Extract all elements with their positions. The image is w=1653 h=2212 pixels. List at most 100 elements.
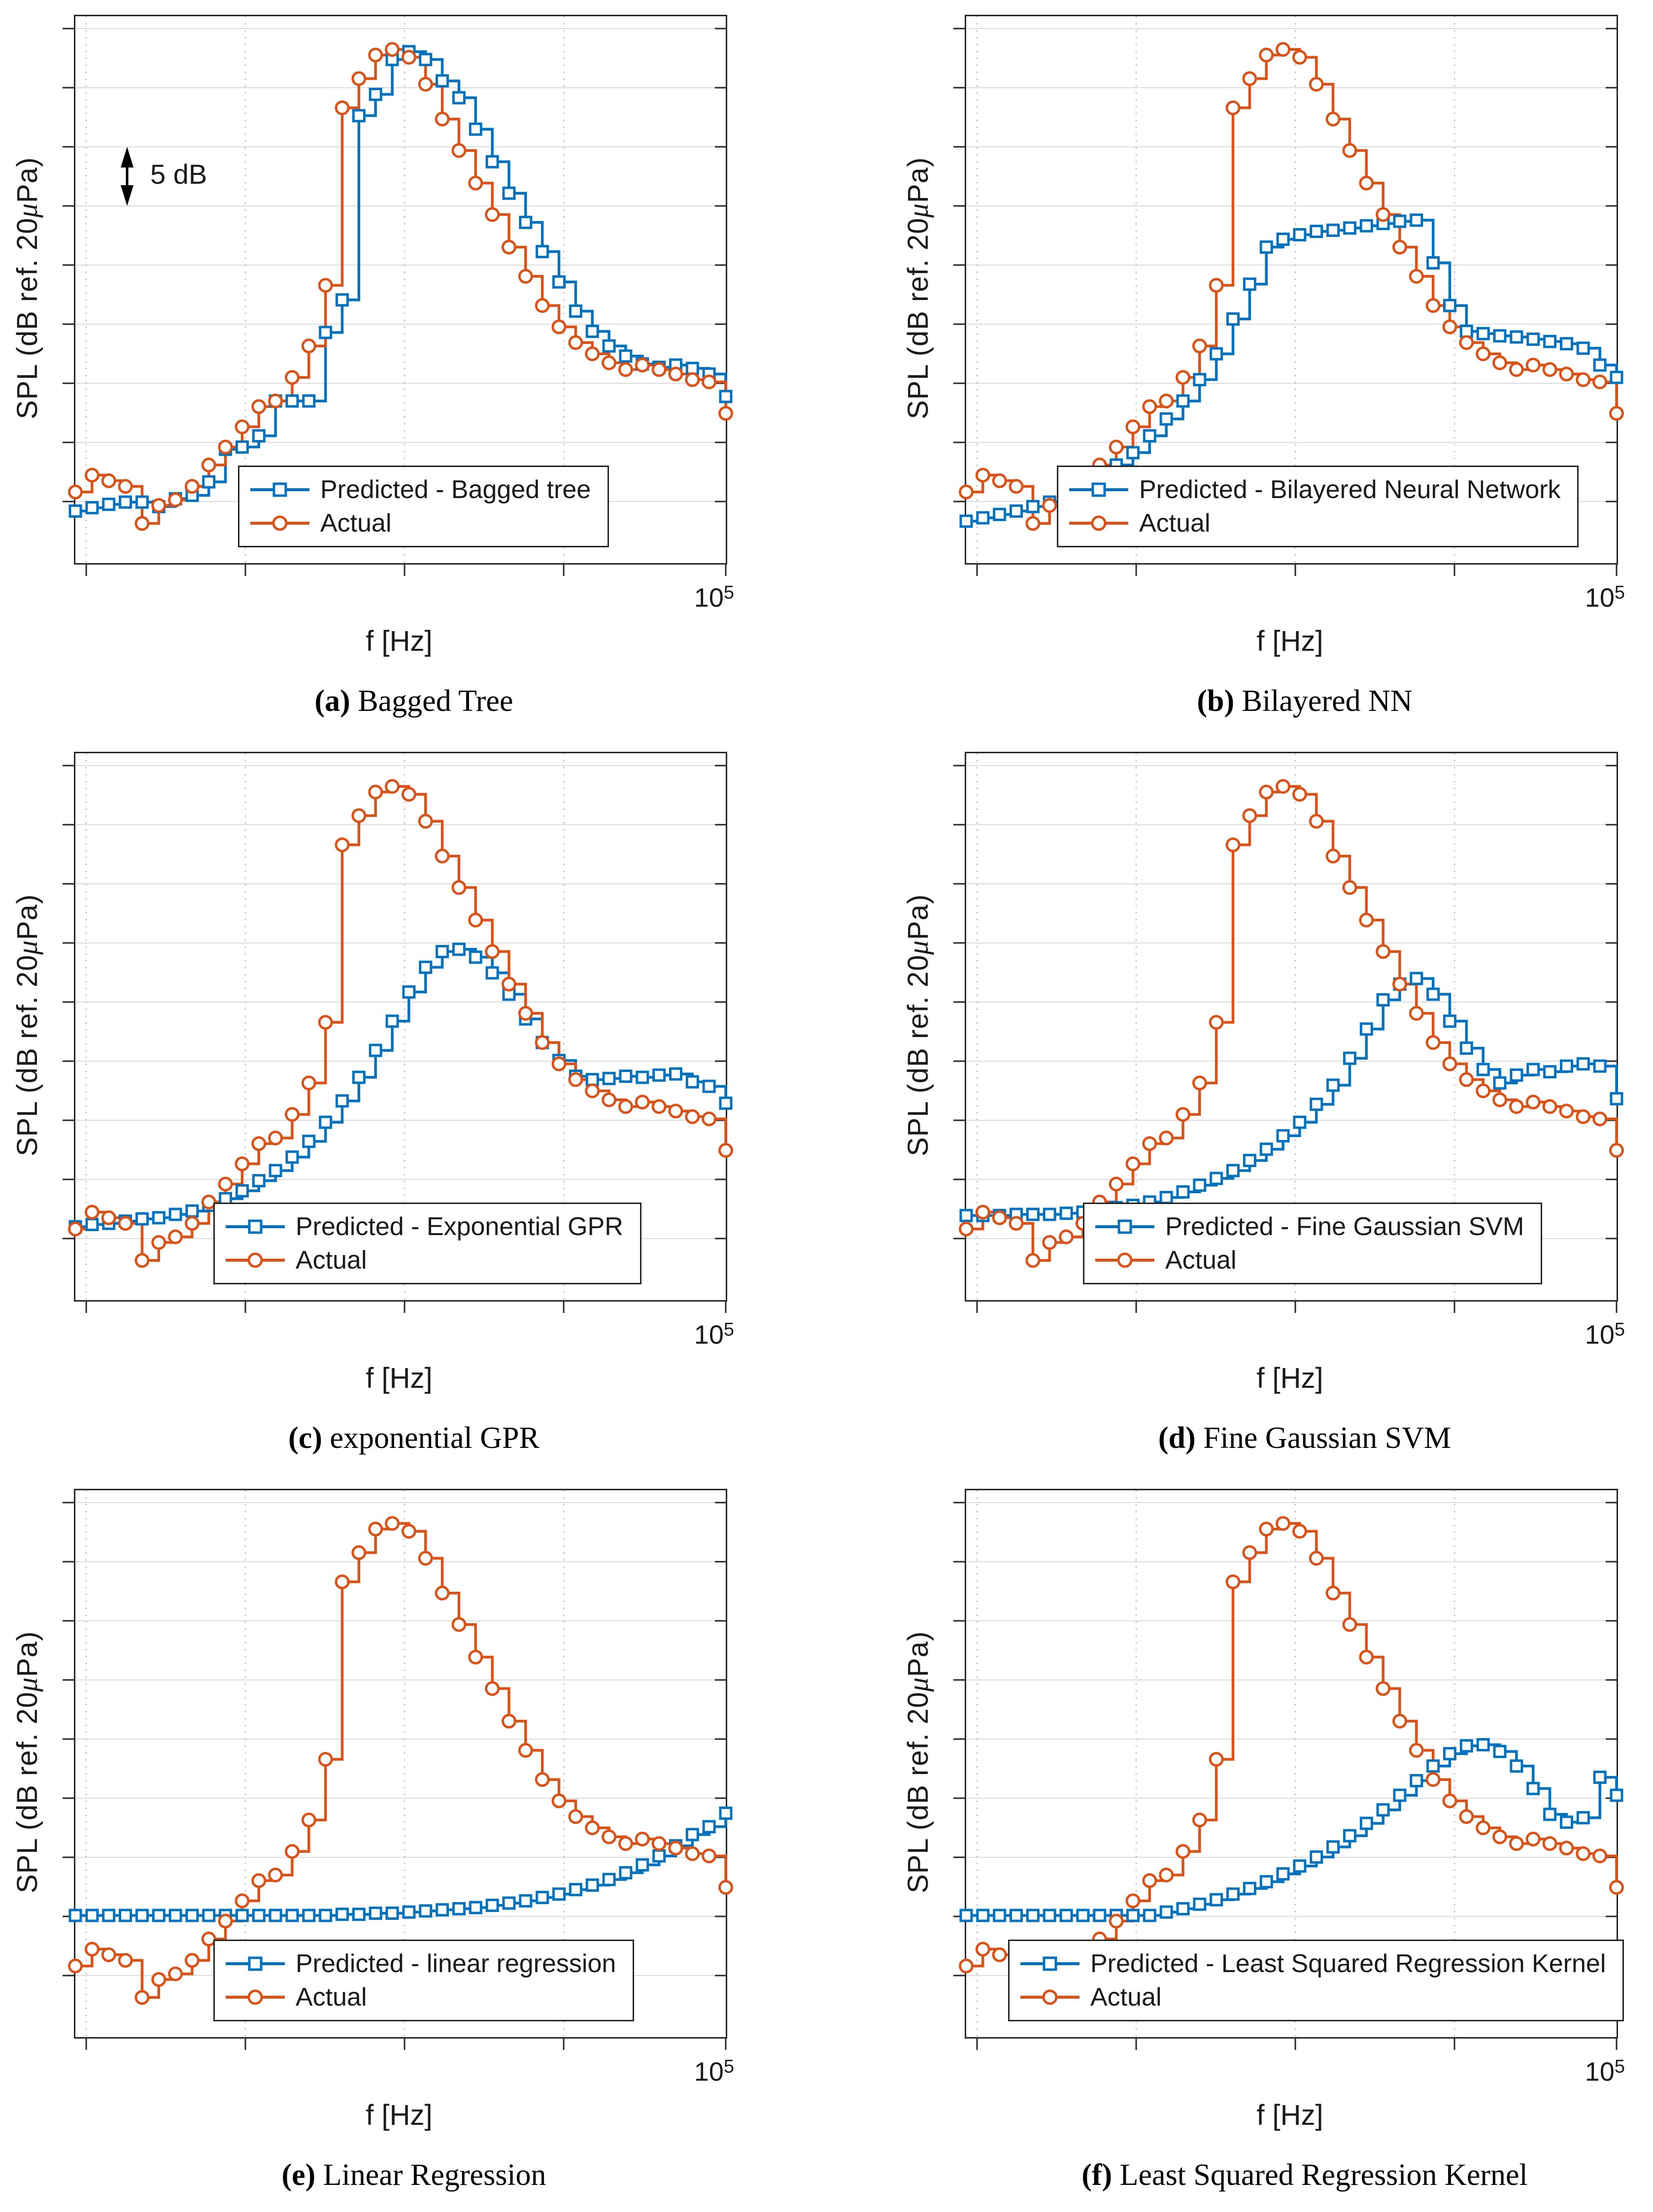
panel-c: SPL (dB ref. 20 μ Pa) Predicted - Expone… <box>0 737 827 1474</box>
legend-c: Predicted - Exponential GPR Actual <box>213 1203 641 1284</box>
x-tick-exponent: 5 <box>1614 582 1625 603</box>
scalebar-label: 5 dB <box>150 159 207 190</box>
predicted-line-icon <box>250 482 309 497</box>
caption-text: Least Squared Regression Kernel <box>1119 2158 1528 2192</box>
x-tick-label: 105 <box>1497 2056 1625 2087</box>
x-tick-base: 10 <box>1585 1320 1615 1350</box>
legend-item-actual: Actual <box>225 1245 623 1275</box>
legend-d: Predicted - Fine Gaussian SVM Actual <box>1083 1203 1543 1284</box>
mu-symbol: μ <box>902 939 934 955</box>
actual-line-icon <box>1095 1252 1154 1268</box>
legend-label-actual: Actual <box>1165 1246 1237 1274</box>
plot-area-a: 5 dB Predicted - Bagged tree Actual <box>63 15 733 576</box>
x-tick-exponent: 5 <box>723 1319 734 1340</box>
legend-item-actual: Actual <box>1094 1245 1524 1275</box>
x-axis-label: f [Hz] <box>366 2099 433 2131</box>
predicted-line-icon <box>1069 482 1128 497</box>
mu-symbol: μ <box>11 1676 43 1692</box>
legend-item-predicted: Predicted - Fine Gaussian SVM <box>1094 1212 1524 1241</box>
panel-b: SPL (dB ref. 20 μ Pa) Predicted - Bilaye… <box>827 0 1653 737</box>
actual-line-icon <box>226 1989 285 2005</box>
x-axis-label: f [Hz] <box>1256 1362 1323 1394</box>
chart-canvas-c <box>63 753 733 1313</box>
caption-b: (b) Bilayered NN <box>935 684 1653 719</box>
panel-a: SPL (dB ref. 20 μ Pa) 5 dB Predicted - B… <box>0 0 827 737</box>
predicted-line-icon <box>226 1956 285 1971</box>
x-tick-exponent: 5 <box>723 582 734 603</box>
y-axis-label: SPL (dB ref. 20 μ Pa) <box>11 1489 44 2036</box>
x-tick-base: 10 <box>1585 583 1615 613</box>
legend-label-predicted: Predicted - Least Squared Regression Ker… <box>1090 1949 1606 1978</box>
mu-symbol: μ <box>902 1676 934 1692</box>
caption-c: (c) exponential GPR <box>44 1421 783 1456</box>
y-axis-label-text: SPL (dB ref. 20 <box>902 218 934 420</box>
x-tick-label: 105 <box>606 2056 734 2087</box>
mu-symbol: μ <box>902 202 934 218</box>
legend-item-predicted: Predicted - Exponential GPR <box>225 1212 623 1241</box>
mu-symbol: μ <box>11 202 43 218</box>
predicted-line-icon <box>1095 1219 1154 1234</box>
caption-letter: (f) <box>1081 2158 1113 2192</box>
y-axis-label-text: SPL (dB ref. 20 <box>902 955 934 1157</box>
legend-label-predicted: Predicted - linear regression <box>296 1949 616 1978</box>
y-axis-label: SPL (dB ref. 20 μ Pa) <box>11 752 44 1299</box>
legend-b: Predicted - Bilayered Neural Network Act… <box>1057 466 1579 547</box>
plot-area-b: Predicted - Bilayered Neural Network Act… <box>953 15 1624 576</box>
y-axis-label: SPL (dB ref. 20 μ Pa) <box>11 15 44 562</box>
x-tick-base: 10 <box>694 2057 724 2087</box>
x-tick-label: 105 <box>606 1319 734 1350</box>
y-axis-label-text: SPL (dB ref. 20 <box>902 1692 934 1894</box>
legend-label-actual: Actual <box>296 1983 367 2011</box>
plot-area-e: Predicted - linear regression Actual <box>63 1489 733 2050</box>
caption-text: Fine Gaussian SVM <box>1203 1421 1451 1455</box>
x-tick-base: 10 <box>694 583 724 613</box>
legend-label-actual: Actual <box>1139 509 1211 537</box>
panel-f: SPL (dB ref. 20 μ Pa) Predicted - Least … <box>827 1474 1653 2211</box>
caption-f: (f) Least Squared Regression Kernel <box>935 2158 1653 2193</box>
legend-label-predicted: Predicted - Exponential GPR <box>296 1212 623 1241</box>
caption-text: exponential GPR <box>330 1421 540 1455</box>
legend-label-predicted: Predicted - Bagged tree <box>320 475 591 504</box>
chart-canvas-e <box>63 1490 733 2050</box>
x-tick-base: 10 <box>694 1320 724 1350</box>
actual-line-icon <box>250 515 309 531</box>
actual-line-icon <box>226 1252 285 1268</box>
panel-d: SPL (dB ref. 20 μ Pa) Predicted - Fine G… <box>827 737 1653 1474</box>
y-axis-label-unit: Pa) <box>11 894 43 940</box>
legend-f: Predicted - Least Squared Regression Ker… <box>1008 1940 1624 2021</box>
actual-line-icon <box>1069 515 1128 531</box>
x-tick-label: 105 <box>1497 1319 1625 1350</box>
y-axis-label-unit: Pa) <box>11 1631 43 1677</box>
actual-line-icon <box>1020 1989 1080 2005</box>
y-axis-label-unit: Pa) <box>902 1631 934 1677</box>
legend-a: Predicted - Bagged tree Actual <box>238 466 609 547</box>
legend-item-predicted: Predicted - Least Squared Regression Ker… <box>1019 1949 1606 1978</box>
caption-d: (d) Fine Gaussian SVM <box>935 1421 1653 1456</box>
y-axis-label-unit: Pa) <box>11 157 43 203</box>
caption-e: (e) Linear Regression <box>44 2158 783 2193</box>
predicted-line-icon <box>1020 1956 1080 1971</box>
caption-text: Bagged Tree <box>358 684 513 718</box>
x-axis-label: f [Hz] <box>1256 625 1323 657</box>
plot-area-f: Predicted - Least Squared Regression Ker… <box>953 1489 1624 2050</box>
caption-letter: (a) <box>314 684 350 718</box>
x-tick-exponent: 5 <box>723 2056 734 2077</box>
legend-label-predicted: Predicted - Fine Gaussian SVM <box>1165 1212 1524 1241</box>
legend-e: Predicted - linear regression Actual <box>213 1940 635 2021</box>
caption-letter: (e) <box>281 2158 316 2192</box>
caption-text: Bilayered NN <box>1242 684 1413 718</box>
caption-letter: (c) <box>288 1421 322 1455</box>
y-axis-label: SPL (dB ref. 20 μ Pa) <box>902 15 935 562</box>
x-axis-label: f [Hz] <box>366 625 433 657</box>
legend-label-predicted: Predicted - Bilayered Neural Network <box>1139 475 1561 504</box>
legend-item-actual: Actual <box>1019 1982 1606 2012</box>
caption-letter: (b) <box>1197 684 1235 718</box>
y-axis-label-text: SPL (dB ref. 20 <box>11 955 43 1157</box>
y-axis-label: SPL (dB ref. 20 μ Pa) <box>902 1489 935 2036</box>
caption-text: Linear Regression <box>323 2158 546 2192</box>
mu-symbol: μ <box>11 939 43 955</box>
x-axis-label: f [Hz] <box>1256 2099 1323 2131</box>
y-axis-label-unit: Pa) <box>902 157 934 203</box>
legend-item-actual: Actual <box>1068 508 1560 538</box>
